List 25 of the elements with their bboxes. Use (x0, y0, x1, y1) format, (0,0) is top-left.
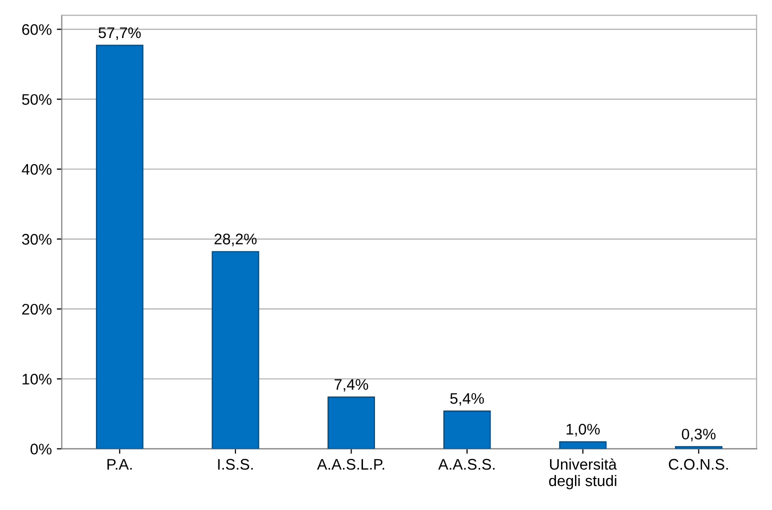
x-tick-label: P.A. (107, 459, 132, 470)
y-tick-label: 60% (22, 24, 52, 35)
data-label: 0,3% (682, 428, 716, 442)
data-label: 57,7% (98, 27, 141, 40)
y-tick-label: 20% (22, 304, 52, 315)
y-tick-label: 30% (22, 234, 52, 245)
data-label: 1,0% (566, 424, 600, 436)
bar (212, 251, 260, 449)
y-tick-label: 40% (22, 164, 52, 175)
y-tick-label: 50% (22, 94, 52, 105)
x-tick-label: Università degli studi (549, 458, 617, 490)
data-label: 28,2% (214, 234, 257, 246)
x-tick-label: C.O.N.S. (668, 458, 728, 470)
bar (559, 441, 607, 449)
bar (96, 44, 144, 449)
y-tick-label: 10% (22, 374, 52, 385)
x-tick-label: A.A.S.S. (438, 458, 495, 470)
x-tick-label: I.S.S. (218, 458, 253, 470)
bar (328, 396, 375, 449)
x-tick-label: A.A.S.L.P. (317, 458, 384, 470)
bar (674, 446, 722, 449)
data-label: 5,4% (450, 393, 484, 406)
bar (443, 410, 491, 449)
y-tick-label: 0% (30, 444, 52, 454)
data-label: 7,4% (334, 379, 368, 392)
